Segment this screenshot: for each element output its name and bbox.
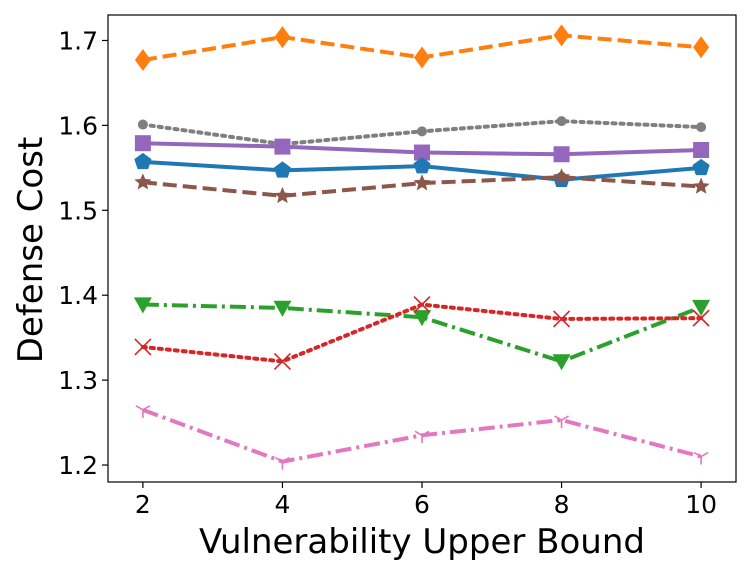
series-3 (134, 135, 710, 163)
series-layer (133, 24, 711, 470)
data-point (273, 186, 291, 204)
data-point (134, 135, 151, 152)
series-7 (134, 295, 710, 370)
data-point (413, 295, 431, 314)
data-point (553, 24, 570, 47)
x-tick-label: 2 (135, 490, 151, 519)
x-axis-label: Vulnerability Upper Bound (199, 522, 645, 562)
data-point (696, 122, 707, 133)
data-point (413, 174, 431, 191)
y-tick-label: 1.6 (58, 111, 98, 140)
data-point (414, 144, 430, 161)
data-point (134, 152, 152, 170)
data-point (417, 126, 427, 137)
x-tick-label: 10 (685, 490, 717, 519)
y-tick-label: 1.2 (58, 451, 98, 480)
data-point (274, 26, 291, 49)
data-point (414, 46, 430, 69)
x-tick-label: 6 (414, 490, 430, 519)
data-point (413, 310, 431, 327)
data-point (273, 300, 292, 317)
y-tick-label: 1.3 (58, 366, 98, 395)
data-point (273, 352, 292, 370)
series-6-line (142, 302, 702, 364)
data-point (134, 338, 152, 356)
axes-layer: 2 4 6 8 10 1.2 1.3 1.4 1.5 1.6 1.7 (58, 14, 737, 519)
series-5 (134, 168, 710, 204)
plot-frame (107, 14, 737, 483)
data-point (552, 310, 571, 328)
y-tick-label: 1.7 (58, 26, 98, 55)
data-point (693, 451, 709, 465)
data-point (692, 177, 710, 194)
data-point (273, 161, 291, 178)
data-point (692, 309, 710, 327)
data-point (133, 297, 152, 314)
data-point (134, 173, 152, 190)
data-point (134, 49, 151, 72)
x-tick-label: 4 (274, 490, 290, 519)
series-8 (135, 405, 709, 470)
data-point (693, 36, 710, 59)
series-1 (134, 24, 710, 72)
data-point (692, 158, 710, 176)
data-point (692, 299, 711, 317)
data-point (552, 354, 571, 371)
data-point (556, 116, 567, 127)
y-axis-label: Defense Cost (11, 137, 51, 364)
data-point (554, 415, 569, 429)
data-point (414, 430, 430, 444)
data-point (553, 168, 571, 185)
data-point (413, 157, 431, 174)
data-point (274, 138, 291, 155)
data-point (135, 405, 151, 418)
x-tick-label: 8 (554, 490, 570, 519)
data-point (693, 142, 710, 159)
series-6 (133, 297, 711, 371)
y-tick-label: 1.4 (58, 281, 98, 310)
data-point (275, 456, 290, 470)
data-point (137, 119, 148, 130)
y-tick-label: 1.5 (58, 196, 98, 225)
data-point (553, 146, 570, 163)
